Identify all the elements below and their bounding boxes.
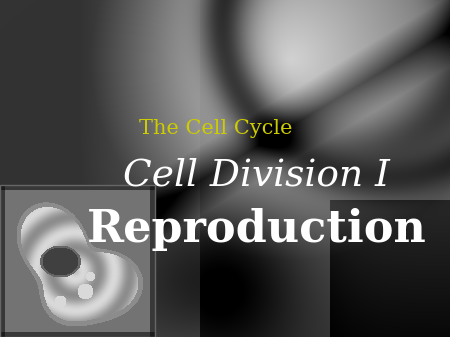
Text: The Cell Cycle: The Cell Cycle	[139, 119, 293, 137]
Text: Reproduction: Reproduction	[86, 208, 427, 251]
Text: Cell Division I: Cell Division I	[123, 157, 390, 193]
Bar	[0, 185, 155, 337]
